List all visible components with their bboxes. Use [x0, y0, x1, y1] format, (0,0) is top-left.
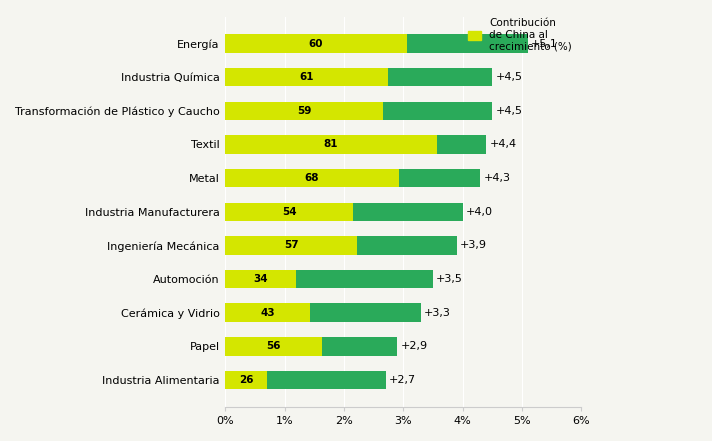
Bar: [388, 68, 493, 86]
Text: +5,1: +5,1: [531, 38, 557, 49]
Bar: [225, 34, 407, 53]
Bar: [225, 303, 310, 322]
Text: +3,5: +3,5: [436, 274, 463, 284]
Text: +3,3: +3,3: [424, 308, 451, 318]
Bar: [225, 371, 267, 389]
Bar: [399, 169, 481, 187]
Bar: [225, 337, 322, 355]
Bar: [353, 202, 463, 221]
Text: 43: 43: [260, 308, 275, 318]
Bar: [225, 236, 357, 254]
Text: +4,5: +4,5: [496, 106, 523, 116]
Legend: Contribución
de China al
crecimiento (%): Contribución de China al crecimiento (%): [464, 14, 576, 56]
Bar: [225, 68, 388, 86]
Bar: [225, 270, 296, 288]
Text: 60: 60: [309, 38, 323, 49]
Text: +3,9: +3,9: [460, 240, 487, 250]
Text: 81: 81: [324, 139, 338, 149]
Text: 56: 56: [266, 341, 281, 351]
Text: +2,9: +2,9: [400, 341, 427, 351]
Bar: [225, 169, 399, 187]
Bar: [225, 101, 383, 120]
Text: +4,0: +4,0: [466, 207, 493, 217]
Bar: [310, 303, 422, 322]
Text: +4,3: +4,3: [483, 173, 511, 183]
Bar: [267, 371, 385, 389]
Text: 68: 68: [305, 173, 319, 183]
Text: 54: 54: [282, 207, 297, 217]
Bar: [225, 135, 437, 154]
Text: 26: 26: [239, 375, 253, 385]
Text: 61: 61: [300, 72, 314, 82]
Bar: [357, 236, 457, 254]
Text: 57: 57: [284, 240, 298, 250]
Text: +2,7: +2,7: [389, 375, 416, 385]
Bar: [296, 270, 433, 288]
Bar: [225, 202, 353, 221]
Bar: [407, 34, 528, 53]
Text: +4,4: +4,4: [489, 139, 516, 149]
Text: 59: 59: [297, 106, 311, 116]
Text: 34: 34: [253, 274, 268, 284]
Bar: [437, 135, 486, 154]
Bar: [383, 101, 493, 120]
Bar: [322, 337, 397, 355]
Text: +4,5: +4,5: [496, 72, 523, 82]
